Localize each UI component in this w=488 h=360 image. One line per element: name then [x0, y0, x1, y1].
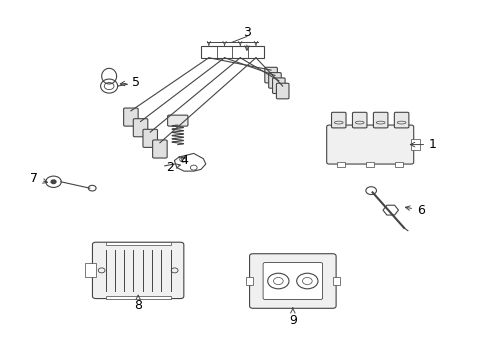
FancyBboxPatch shape — [263, 262, 322, 300]
FancyBboxPatch shape — [152, 140, 167, 158]
FancyBboxPatch shape — [326, 125, 413, 164]
FancyBboxPatch shape — [352, 112, 366, 128]
Bar — [245, 277, 252, 285]
Text: 4: 4 — [180, 154, 187, 167]
Circle shape — [51, 180, 56, 184]
Text: 8: 8 — [134, 295, 142, 312]
Bar — [410, 139, 419, 150]
FancyBboxPatch shape — [272, 78, 285, 94]
Text: 3: 3 — [243, 26, 250, 50]
FancyBboxPatch shape — [393, 112, 408, 128]
FancyBboxPatch shape — [142, 129, 157, 147]
Bar — [394, 162, 402, 167]
Bar — [105, 242, 170, 245]
Text: 5: 5 — [120, 76, 140, 89]
FancyBboxPatch shape — [264, 67, 277, 83]
Bar — [332, 277, 339, 285]
FancyBboxPatch shape — [92, 242, 183, 298]
Text: 2: 2 — [165, 161, 180, 174]
Bar — [366, 162, 373, 167]
Text: 6: 6 — [405, 204, 424, 217]
FancyBboxPatch shape — [268, 73, 281, 88]
Text: 7: 7 — [30, 172, 47, 185]
Bar — [201, 46, 264, 58]
FancyBboxPatch shape — [123, 108, 138, 126]
FancyBboxPatch shape — [276, 83, 288, 99]
Bar — [85, 263, 96, 278]
Bar — [337, 162, 345, 167]
Text: 9: 9 — [288, 308, 296, 327]
FancyBboxPatch shape — [331, 112, 346, 128]
FancyBboxPatch shape — [133, 119, 147, 137]
FancyBboxPatch shape — [373, 112, 387, 128]
FancyBboxPatch shape — [249, 254, 335, 308]
Bar — [105, 296, 170, 299]
Text: 1: 1 — [409, 138, 436, 151]
FancyBboxPatch shape — [167, 115, 187, 126]
